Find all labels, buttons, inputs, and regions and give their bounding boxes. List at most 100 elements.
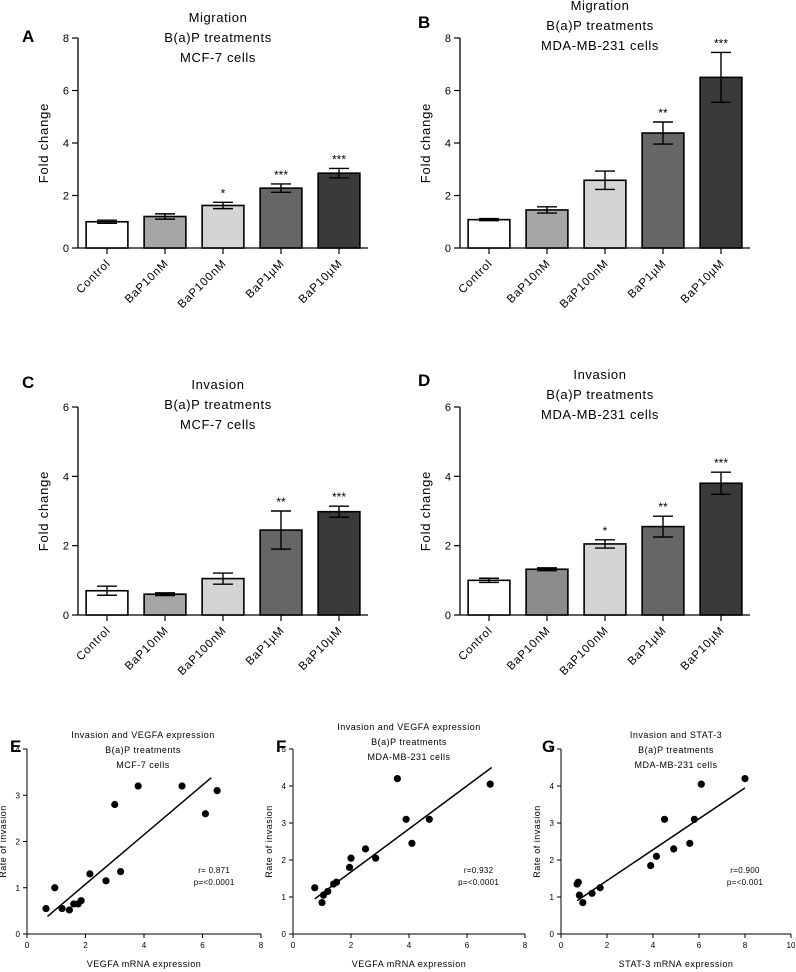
- bar: [525, 568, 569, 616]
- bar: [317, 172, 361, 249]
- chart-title-line: B(a)P treatments: [546, 387, 654, 402]
- category-label: BaP10µM: [297, 258, 345, 306]
- panel-e: E Invasion and VEGFA expression B(a)P trea…: [0, 730, 264, 969]
- y-tick-label: 2: [282, 856, 287, 865]
- regression-line: [46, 777, 212, 917]
- chart-title-line: B(a)P treatments: [546, 18, 654, 33]
- y-tick-label: 1: [16, 884, 21, 893]
- data-point: [347, 854, 355, 862]
- category-label: BaP10µM: [297, 625, 345, 673]
- y-tick-label: 2: [63, 191, 69, 203]
- data-point: [117, 867, 125, 876]
- category-label: BaP1µM: [244, 625, 287, 668]
- y-tick-label: 1: [550, 893, 555, 902]
- x-axis-label: VEGFA mRNA expression: [352, 959, 467, 969]
- y-axis-label: Fold change: [418, 471, 433, 551]
- data-point: [486, 780, 494, 788]
- bar: [317, 510, 361, 616]
- data-point: [86, 870, 94, 878]
- y-tick-label: 0: [445, 610, 451, 622]
- bar: [467, 218, 511, 249]
- y-tick-label: 2: [445, 541, 451, 553]
- significance-label: **: [658, 106, 668, 120]
- y-tick-label: 1: [282, 893, 287, 902]
- data-point: [77, 897, 85, 905]
- data-point: [58, 904, 66, 913]
- correlation-stat: r=0.900: [730, 866, 760, 875]
- y-tick-label: 5: [282, 745, 287, 754]
- y-tick-label: 0: [63, 610, 69, 622]
- chart-title-line: MDA-MB-231 cells: [367, 752, 450, 762]
- y-tick-label: 5: [550, 745, 555, 754]
- y-tick-label: 6: [63, 86, 69, 98]
- significance-label: *: [603, 524, 608, 538]
- panel-a: A Migration B(a)P treatments MCF-7 cells 0 2 4…: [22, 10, 368, 311]
- y-tick-label: 3: [16, 791, 21, 800]
- bar: [699, 76, 743, 249]
- category-label: BaP10µM: [679, 625, 727, 673]
- correlation-stat: p=<0.0001: [458, 878, 499, 887]
- data-point: [134, 782, 142, 790]
- data-point: [574, 878, 582, 886]
- data-point: [686, 839, 694, 847]
- y-tick-label: 3: [550, 819, 555, 828]
- x-tick-label: 0: [291, 941, 296, 950]
- data-point: [42, 904, 50, 913]
- panel-f: F Invasion and VEGFA expression B(a)P trea…: [264, 722, 528, 969]
- data-point: [345, 863, 354, 872]
- bar: [143, 593, 187, 616]
- y-tick-label: 2: [445, 191, 451, 203]
- significance-label: ***: [274, 168, 288, 182]
- correlation-stat: r= 0.871: [198, 866, 230, 875]
- y-tick-label: 0: [16, 930, 21, 939]
- x-axis-label: STAT-3 mRNA expression: [619, 959, 734, 969]
- significance-label: *: [221, 186, 226, 200]
- bar: [699, 482, 743, 616]
- bar: [525, 209, 569, 249]
- category-label: BaP100nM: [176, 625, 229, 678]
- panel-d: D Invasion B(a)P treatments MDA-MB-231 cell…: [418, 367, 750, 678]
- significance-label: ***: [714, 456, 728, 470]
- y-tick-label: 8: [445, 33, 451, 45]
- data-point: [575, 891, 584, 899]
- bar: [583, 543, 627, 616]
- data-point: [697, 780, 705, 788]
- panel-b: B Migration B(a)P treatments MDA-MB-231 cel…: [418, 0, 750, 311]
- category-label: BaP10nM: [505, 625, 553, 673]
- data-point: [741, 775, 749, 783]
- data-point: [690, 815, 699, 823]
- data-point: [201, 810, 210, 818]
- data-point: [588, 889, 596, 897]
- chart-title-line: Migration: [571, 0, 630, 13]
- chart-title-line: B(a)P treatments: [105, 745, 181, 755]
- data-point: [372, 854, 380, 862]
- panel-letter-f: F: [276, 737, 286, 756]
- category-label: BaP100nM: [558, 625, 611, 678]
- chart-title-line: Invasion: [191, 377, 244, 392]
- y-tick-label: 4: [63, 138, 69, 150]
- y-axis-label: Fold change: [36, 471, 51, 551]
- significance-label: **: [276, 495, 286, 509]
- y-tick-label: 0: [445, 243, 451, 255]
- y-tick-label: 2: [550, 856, 555, 865]
- y-tick-label: 4: [63, 471, 69, 483]
- y-tick-label: 2: [63, 541, 69, 553]
- y-axis-label: Rate of invasion: [264, 805, 274, 878]
- chart-title-line: MCF-7 cells: [180, 50, 256, 65]
- y-tick-label: 8: [63, 33, 69, 45]
- chart-title-line: B(a)P treatments: [164, 30, 272, 45]
- x-tick-label: 6: [465, 941, 470, 950]
- category-label: Control: [74, 625, 113, 664]
- data-point: [393, 775, 401, 783]
- correlation-stat: r=0.932: [464, 866, 494, 875]
- data-point: [311, 884, 319, 892]
- y-tick-label: 2: [16, 838, 21, 847]
- x-tick-label: 10: [787, 941, 796, 950]
- bar: [201, 204, 245, 249]
- significance-label: ***: [332, 152, 346, 166]
- data-point: [318, 898, 326, 907]
- chart-title-line: MDA-MB-231 cells: [634, 760, 717, 770]
- category-label: Control: [456, 258, 495, 297]
- y-axis-label: Fold change: [36, 103, 51, 183]
- x-axis-label: VEGFA mRNA expression: [87, 959, 202, 969]
